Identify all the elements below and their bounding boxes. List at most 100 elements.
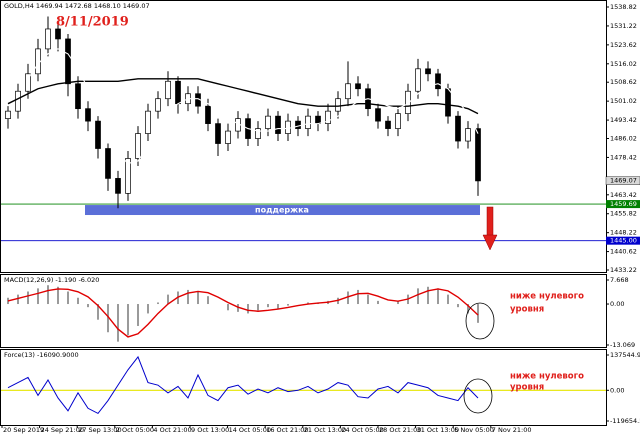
candle-body	[265, 115, 271, 129]
macd-bar	[417, 288, 419, 305]
level-label-box	[606, 200, 640, 209]
macd-title: MACD(12,26,9) -1.190 -6.020	[4, 276, 99, 284]
date-annotation: 8/11/2019	[56, 15, 129, 30]
support-zone	[85, 205, 480, 216]
candle-body	[345, 83, 351, 100]
x-tick-label: 27 Sep 13:00	[78, 426, 121, 434]
macd-bar	[17, 294, 19, 305]
candle-body	[455, 115, 461, 142]
macd-bar	[187, 289, 189, 305]
candle-body	[165, 80, 171, 100]
macd-bar	[307, 302, 309, 305]
macd-bar	[457, 304, 459, 308]
force-panel	[0, 349, 607, 426]
force-title: Force(13) -16090.9000	[4, 351, 79, 359]
macd-bar	[367, 294, 369, 305]
macd-bar	[37, 288, 39, 305]
candle-body	[85, 108, 91, 122]
y-tick-label: -119654.51	[610, 417, 640, 425]
macd-bar	[227, 304, 229, 311]
candle-body	[225, 130, 231, 144]
candle-body	[45, 28, 51, 50]
down-arrow	[482, 206, 498, 251]
macd-bar	[77, 297, 79, 305]
macd-bar	[287, 304, 289, 306]
candle-body	[55, 28, 61, 40]
y-tick-label: 7.668	[610, 276, 629, 284]
macd-annotation: ниже нулевого	[510, 292, 584, 302]
support-zone-label: поддержка	[255, 206, 309, 215]
moving-average	[27, 48, 479, 165]
y-tick-label: 1478.42	[610, 153, 637, 161]
y-tick-label: 0.00	[610, 386, 624, 394]
candle-body	[115, 178, 121, 194]
candle-body	[135, 133, 141, 159]
macd-bar	[47, 285, 49, 305]
macd-bar	[87, 304, 89, 308]
macd-bar	[247, 304, 249, 314]
macd-bar	[237, 304, 239, 312]
candle-body	[215, 123, 221, 144]
macd-bar	[267, 304, 269, 308]
candle-body	[405, 90, 411, 115]
macd-bar	[67, 291, 69, 305]
main-panel	[0, 0, 607, 273]
candle-body	[315, 115, 321, 124]
candle-body	[275, 115, 281, 134]
y-tick-label: 1463.42	[610, 191, 637, 199]
candle-body	[445, 88, 451, 117]
macd-bar	[127, 304, 129, 336]
candle-body	[295, 120, 301, 129]
macd-bar	[357, 289, 359, 305]
y-tick-label: 1455.82	[610, 210, 637, 218]
x-tick-label: 21 Oct 13:00	[304, 426, 346, 434]
macd-bar	[277, 304, 279, 309]
candle-body	[425, 68, 431, 75]
main-title: GOLD,H4 1469.94 1472.68 1468.10 1469.07	[4, 2, 150, 10]
candle-body	[15, 90, 21, 112]
highlight-circle	[463, 378, 493, 414]
candle-body	[105, 148, 111, 179]
candle-body	[5, 110, 11, 119]
x-tick-label: 7 Nov 21:00	[492, 426, 532, 434]
y-tick-label: 1448.22	[610, 229, 637, 237]
macd-bar	[437, 288, 439, 305]
force-annotation: уровня	[510, 383, 544, 393]
macd-bar	[157, 302, 159, 305]
y-tick-label: 137544.93	[610, 351, 640, 359]
macd-bar	[207, 296, 209, 305]
candle-body	[335, 98, 341, 112]
highlight-circle	[465, 302, 495, 340]
candle-body	[205, 105, 211, 124]
macd-bar	[197, 291, 199, 305]
x-tick-label: 31 Oct 13:00	[417, 426, 459, 434]
macd-bar	[397, 300, 399, 305]
macd-signal	[7, 288, 479, 338]
y-tick-label: 1538.82	[610, 3, 637, 11]
macd-annotation: уровня	[510, 305, 544, 315]
x-tick-label: 28 Oct 21:00	[379, 426, 421, 434]
y-tick-label: 1508.62	[610, 78, 637, 86]
macd-bar	[467, 304, 469, 314]
macd-bar	[477, 304, 479, 323]
candle-body	[305, 115, 311, 129]
macd-bar	[97, 304, 99, 320]
macd-bar	[107, 304, 109, 333]
level-label-box	[606, 236, 640, 245]
force-annotation: ниже нулевого	[510, 372, 584, 382]
x-tick-label: 24 Oct 05:00	[341, 426, 383, 434]
macd-bar	[257, 304, 259, 311]
macd-bar	[57, 286, 59, 305]
y-tick-label: 1516.02	[610, 60, 637, 68]
macd-bar	[167, 294, 169, 305]
candle-body	[65, 38, 71, 85]
x-tick-label: 2 Oct 05:00	[116, 426, 154, 434]
macd-bar	[377, 300, 379, 305]
macd-bar	[117, 304, 119, 342]
candle-body	[355, 83, 361, 90]
macd-panel	[0, 274, 607, 348]
y-tick-label: 1493.42	[610, 116, 637, 124]
y-tick-label: 1486.02	[610, 135, 637, 143]
candle-body	[415, 68, 421, 92]
